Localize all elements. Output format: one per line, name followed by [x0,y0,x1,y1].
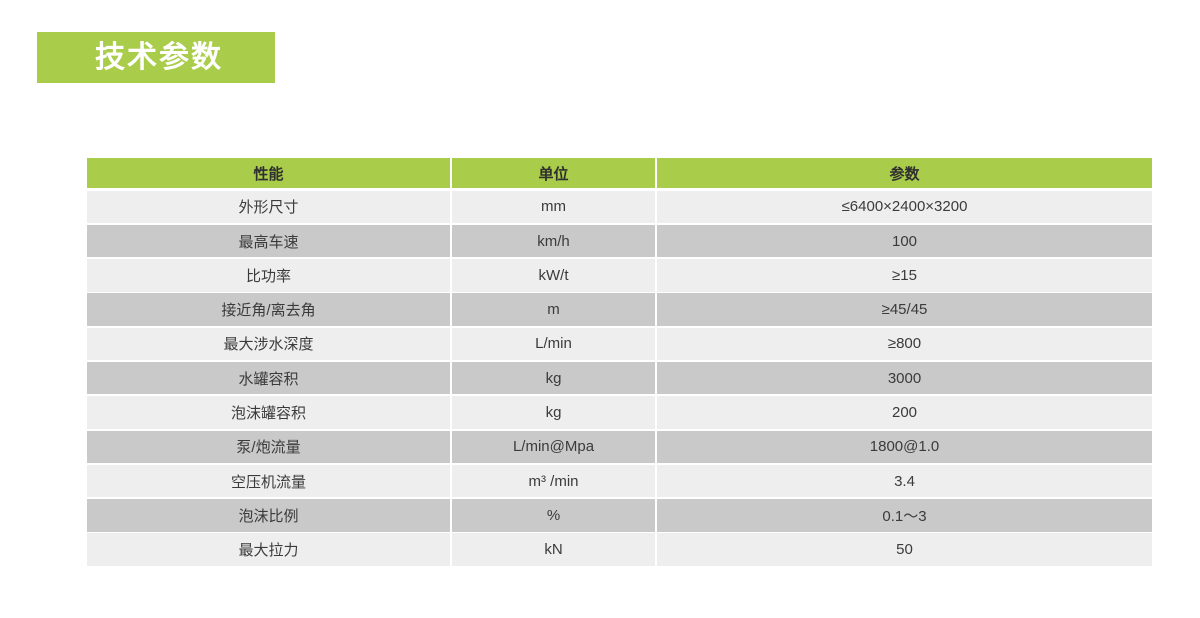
table-row: 泵/炮流量 L/min@Mpa 1800@1.0 [87,430,1152,464]
table-row: 空压机流量 m³ /min 3.4 [87,464,1152,498]
cell-unit: kW/t [452,259,655,292]
cell-unit: % [452,499,655,532]
cell-unit: mm [452,190,655,223]
table-row: 水罐容积 kg 3000 [87,361,1152,395]
cell-performance: 泡沫罐容积 [87,396,450,429]
section-title-banner: 技术参数 [37,32,275,83]
cell-unit: m [452,293,655,326]
cell-parameter: 100 [657,224,1152,258]
cell-parameter: 3.4 [657,464,1152,498]
cell-performance: 空压机流量 [87,464,450,498]
cell-unit: L/min@Mpa [452,430,655,464]
table-row: 泡沫罐容积 kg 200 [87,396,1152,429]
table-row: 比功率 kW/t ≥15 [87,259,1152,292]
table-row: 泡沫比例 % 0.1～3 [87,499,1152,532]
cell-unit: kg [452,396,655,429]
cell-performance: 外形尺寸 [87,190,450,223]
cell-performance: 最高车速 [87,224,450,258]
cell-performance: 水罐容积 [87,361,450,395]
cell-unit: km/h [452,224,655,258]
cell-parameter: 200 [657,396,1152,429]
page-title: 技术参数 [95,40,223,74]
cell-parameter: 50 [657,533,1152,566]
cell-performance: 泡沫比例 [87,499,450,532]
column-header-performance: 性能 [87,158,450,188]
table-row: 外形尺寸 mm ≤6400×2400×3200 [87,190,1152,223]
cell-parameter: ≥45/45 [657,293,1152,326]
cell-parameter: 0.1～3 [657,499,1152,532]
cell-parameter: ≥15 [657,259,1152,292]
cell-parameter: 3000 [657,361,1152,395]
cell-unit: L/min [452,327,655,361]
column-header-unit: 单位 [452,158,655,188]
cell-performance: 接近角/离去角 [87,293,450,326]
table-row: 最高车速 km/h 100 [87,224,1152,258]
table-row: 最大涉水深度 L/min ≥800 [87,327,1152,361]
cell-performance: 最大涉水深度 [87,327,450,361]
cell-parameter: 1800@1.0 [657,430,1152,464]
table-row: 接近角/离去角 m ≥45/45 [87,293,1152,326]
table-header-row: 性能 单位 参数 [87,158,1152,188]
cell-performance: 比功率 [87,259,450,292]
column-header-parameter: 参数 [657,158,1152,188]
technical-parameters-table: 性能 单位 参数 外形尺寸 mm ≤6400×2400×3200 最高车速 km… [87,158,1152,568]
cell-performance: 泵/炮流量 [87,430,450,464]
cell-parameter: ≤6400×2400×3200 [657,190,1152,223]
cell-performance: 最大拉力 [87,533,450,566]
cell-unit: kN [452,533,655,566]
cell-unit: m³ /min [452,464,655,498]
cell-unit: kg [452,361,655,395]
table-row: 最大拉力 kN 50 [87,533,1152,566]
cell-parameter: ≥800 [657,327,1152,361]
